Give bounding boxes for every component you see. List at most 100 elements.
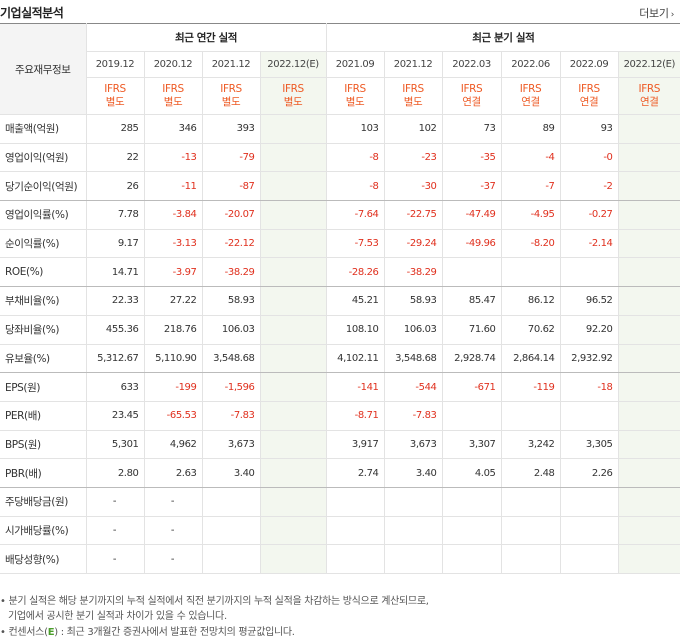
note-quarterly: • 분기 실적은 해당 분기까지의 누적 실적에서 직전 분기까지의 누적 실적… (0, 596, 429, 607)
value-cell (617, 171, 680, 202)
value-cell: -28.26 (325, 257, 385, 288)
value-cell: - (143, 544, 203, 574)
accounting-standard: IFRS (282, 83, 304, 95)
value-cell: -37 (441, 171, 502, 202)
accounting-standard: IFRS (104, 83, 126, 95)
value-cell (500, 486, 561, 517)
value-cell (617, 314, 680, 345)
value-cell (325, 486, 385, 517)
value-cell: 26 (85, 171, 145, 202)
value-cell: 4.05 (441, 458, 502, 488)
value-cell: 85.47 (441, 286, 502, 316)
value-cell: -7.64 (325, 200, 385, 230)
period-header: 2022.06 (500, 51, 561, 78)
value-cell: 5,110.90 (143, 343, 203, 374)
row-label: 유보율(%) (0, 343, 87, 374)
row-label: 배당성향(%) (0, 544, 87, 574)
row-label: PER(배) (0, 400, 87, 431)
section-title: 기업실적분석 (0, 6, 64, 20)
accounting-type-header: IFRS 별도 (143, 77, 203, 115)
value-cell: -4 (500, 142, 561, 173)
value-cell (617, 142, 680, 173)
note-consensus-prefix: • 컨센서스( (0, 627, 48, 638)
value-cell: -35 (441, 142, 502, 173)
value-cell (325, 544, 385, 574)
value-cell (441, 486, 502, 517)
value-cell: 3,673 (383, 429, 443, 460)
value-cell: -20.07 (201, 200, 261, 230)
value-cell (441, 515, 502, 546)
value-cell: 23.45 (85, 400, 145, 431)
row-label: 시가배당률(%) (0, 515, 87, 546)
value-cell: 45.21 (325, 286, 385, 316)
value-cell: 86.12 (500, 286, 561, 316)
table-row: 주당배당금(원) - - (0, 486, 680, 517)
period-header: 2021.12 (201, 51, 261, 78)
value-cell: 106.03 (383, 314, 443, 345)
accounting-standard: IFRS (344, 83, 366, 95)
value-cell: 4,102.11 (325, 343, 385, 374)
value-cell: 2.48 (500, 458, 561, 488)
value-cell: 93 (559, 114, 619, 144)
chevron-right-icon: › (670, 10, 675, 20)
row-label: 당좌비율(%) (0, 314, 87, 345)
value-cell: -47.49 (441, 200, 502, 230)
table-row: PBR(배) 2.80 2.63 3.40 2.74 3.40 4.05 2.48 2.26 (0, 458, 680, 488)
value-cell: -49.96 (441, 228, 502, 259)
more-link[interactable]: 더보기 › (639, 5, 674, 21)
value-cell: -18 (559, 372, 619, 402)
value-cell: 3,305 (559, 429, 619, 460)
value-cell: 2,864.14 (500, 343, 561, 374)
value-cell (259, 200, 327, 230)
consolidation-type: 연결 (521, 96, 540, 108)
row-label: 당기순이익(억원) (0, 171, 87, 202)
value-cell (500, 400, 561, 431)
accounting-type-header: IFRS 연결 (441, 77, 502, 115)
accounting-standard: IFRS (162, 83, 184, 95)
value-cell (259, 372, 327, 402)
value-cell: -0.27 (559, 200, 619, 230)
table-row: 순이익률(%) 9.17 -3.13 -22.12 -7.53 -29.24 -49.96-… (0, 228, 680, 259)
value-cell (559, 400, 619, 431)
accounting-standard: IFRS (519, 83, 542, 95)
row-label: 매출액(억원) (0, 114, 87, 144)
value-cell: 2.26 (559, 458, 619, 488)
value-cell: -30 (383, 171, 443, 202)
table-row: 영업이익률(%) 7.78 -3.84 -20.07 -7.64 -22.75 -47.49… (0, 200, 680, 230)
value-cell: 455.36 (85, 314, 145, 345)
value-cell (383, 515, 443, 546)
value-cell: 58.93 (201, 286, 261, 316)
row-label: 부채비율(%) (0, 286, 87, 316)
value-cell: -8.20 (500, 228, 561, 259)
value-cell: 3,548.68 (383, 343, 443, 374)
value-cell: -8 (325, 171, 385, 202)
consolidation-type: 연결 (640, 96, 659, 108)
row-header-label: 주요재무정보 (0, 23, 87, 115)
value-cell: - (85, 486, 145, 517)
value-cell (259, 400, 327, 431)
table-row: 매출액(억원) 285 346 393 103 102 73 89 93 (0, 114, 680, 144)
table-row: PER(배) 23.45 -65.53 -7.83 -8.71 -7.83 (0, 400, 680, 431)
value-cell: 2,928.74 (441, 343, 502, 374)
consolidation-type: 별도 (221, 96, 241, 108)
value-cell: - (85, 544, 145, 574)
value-cell: 106.03 (201, 314, 261, 345)
value-cell (559, 257, 619, 288)
note-consensus: • 컨센서스(E) : 최근 3개월간 증권사에서 발표한 전망치의 평균값입니… (0, 623, 295, 638)
value-cell (201, 544, 261, 574)
value-cell (259, 228, 327, 259)
accounting-standard: IFRS (578, 83, 600, 95)
value-cell (617, 286, 680, 316)
value-cell (559, 486, 619, 517)
value-cell: -0 (559, 142, 619, 173)
note-consensus-suffix: ) : 최근 3개월간 증권사에서 발표한 전망치의 평균값입니다. (54, 627, 295, 638)
value-cell: 70.62 (500, 314, 561, 345)
value-cell: 7.78 (85, 200, 145, 230)
value-cell: -2.14 (559, 228, 619, 259)
value-cell: -38.29 (201, 257, 261, 288)
row-label: 주당배당금(원) (0, 486, 87, 517)
consolidation-type: 연결 (579, 96, 599, 108)
value-cell: 4,962 (143, 429, 203, 460)
value-cell (259, 314, 327, 345)
consolidation-type: 별도 (283, 96, 303, 108)
